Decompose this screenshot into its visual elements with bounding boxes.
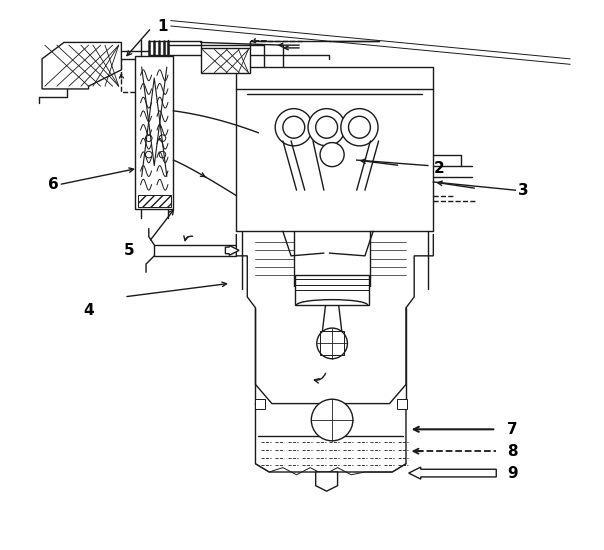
Text: 7: 7: [507, 422, 518, 437]
Circle shape: [341, 109, 378, 146]
Bar: [295, 275, 369, 305]
Text: 6: 6: [48, 177, 59, 192]
Text: 3: 3: [518, 183, 528, 197]
Polygon shape: [201, 48, 250, 73]
Bar: [135, 56, 173, 210]
Text: 1: 1: [157, 19, 167, 34]
FancyArrow shape: [409, 467, 496, 479]
Polygon shape: [316, 472, 338, 491]
FancyArrow shape: [225, 245, 239, 255]
Circle shape: [349, 116, 370, 138]
Circle shape: [316, 328, 347, 359]
Polygon shape: [42, 42, 121, 89]
Circle shape: [283, 116, 305, 138]
Bar: [255, 399, 265, 409]
Circle shape: [320, 142, 344, 167]
Circle shape: [275, 109, 312, 146]
Text: 2: 2: [433, 161, 444, 176]
Circle shape: [308, 109, 345, 146]
Text: 9: 9: [507, 466, 518, 481]
Text: 4: 4: [83, 303, 94, 318]
Circle shape: [311, 399, 353, 441]
Text: 5: 5: [124, 243, 135, 258]
Bar: [138, 195, 171, 207]
Circle shape: [316, 116, 338, 138]
Bar: [320, 331, 344, 355]
Bar: [397, 399, 406, 409]
Text: 8: 8: [507, 444, 518, 459]
